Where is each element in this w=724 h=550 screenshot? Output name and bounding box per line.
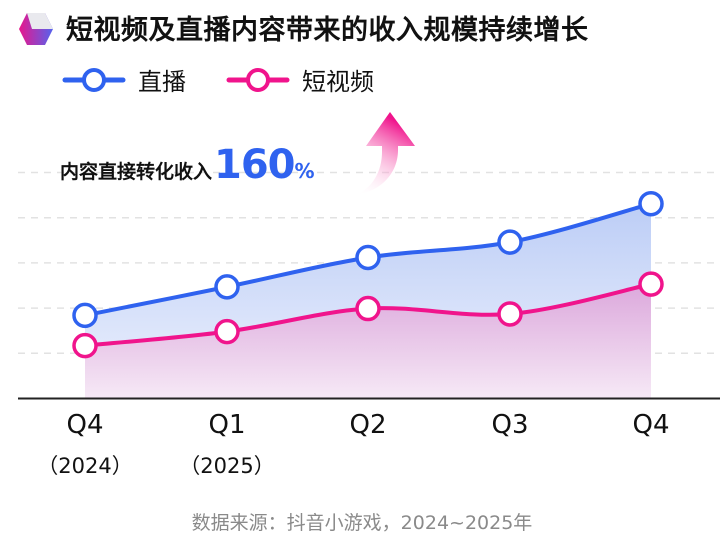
legend: 直播 短视频 <box>62 62 414 97</box>
growth-annotation: 内容直接转化收入 160 % <box>60 142 315 188</box>
point-short-video <box>214 318 240 345</box>
x-tick-label: Q2 <box>349 410 387 440</box>
point-live <box>638 190 664 217</box>
x-tick-sublabel: （2025） <box>179 454 275 478</box>
x-tick-label: Q3 <box>491 410 529 440</box>
legend-item-short-video: 短视频 <box>226 62 374 97</box>
point-short-video <box>497 301 523 327</box>
annotation-unit: % <box>294 159 315 183</box>
legend-item-live: 直播 <box>62 62 186 97</box>
legend-marker-live <box>62 67 126 92</box>
source-note: 数据来源：抖音小游戏，2024~2025年 <box>191 512 533 534</box>
title-cube-icon <box>19 13 53 45</box>
x-tick-sublabel: （2024） <box>37 454 133 478</box>
point-live <box>355 244 381 271</box>
point-live <box>497 229 523 255</box>
x-tick-label: Q4 <box>632 410 670 440</box>
annotation-label: 内容直接转化收入 <box>60 161 213 183</box>
chart-title: 短视频及直播内容带来的收入规模持续增长 <box>66 15 589 46</box>
point-short-video <box>638 271 664 297</box>
legend-marker-short-video <box>226 67 290 92</box>
point-live <box>72 302 98 329</box>
x-tick-label: Q4 <box>66 410 104 440</box>
point-short-video <box>355 295 381 322</box>
legend-label-short-video: 短视频 <box>302 68 374 96</box>
legend-label-live: 直播 <box>138 68 186 96</box>
annotation-value: 160 <box>214 142 295 188</box>
point-live <box>214 274 240 300</box>
growth-arrow-icon <box>356 112 415 195</box>
point-short-video <box>72 332 98 359</box>
area-short-video <box>85 284 651 399</box>
x-tick-label: Q1 <box>208 410 246 440</box>
